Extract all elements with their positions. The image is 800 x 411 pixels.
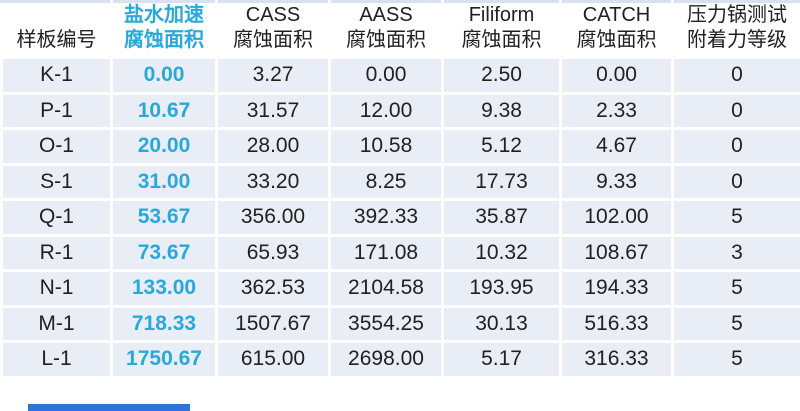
catch-area-cell: 316.33 [559,340,674,379]
adhesion-grade-cell: 0 [671,56,800,95]
header-line1: AASS [359,4,413,27]
cass-area-cell: 1507.67 [215,304,331,343]
sample-id-cell: Q-1 [0,198,113,237]
header-salt-spray-area: 盐水加速 腐蚀面积 [110,0,218,59]
table-row: K-1 0.00 3.27 0.00 2.50 0.00 0 [0,56,800,95]
table-row: O-1 20.00 28.00 10.58 5.12 4.67 0 [0,127,800,166]
sample-id-cell: R-1 [0,233,113,272]
salt-spray-area-cell: 718.33 [110,304,218,343]
cass-area-cell: 65.93 [215,233,331,272]
aass-area-cell: 8.25 [328,162,444,201]
cass-area-cell: 3.27 [215,56,331,95]
header-line2: 样板编号 [16,29,97,51]
header-filiform-area: Filiform 腐蚀面积 [441,0,562,59]
cass-area-cell: 356.00 [215,198,331,237]
header-line2: 腐蚀面积 [233,29,313,51]
header-line1: CATCH [582,4,651,27]
header-line2: 腐蚀面积 [124,29,204,51]
catch-area-cell: 108.67 [559,233,674,272]
filiform-area-cell: 10.32 [441,233,562,272]
cropped-next-row-bar [28,404,190,411]
header-line1: CASS [245,4,301,27]
catch-area-cell: 516.33 [559,304,674,343]
header-line1: Filiform [468,4,535,27]
adhesion-grade-cell: 0 [671,127,800,166]
filiform-area-cell: 9.38 [441,91,562,130]
cass-area-cell: 615.00 [215,340,331,379]
header-line1: 盐水加速 [124,4,204,27]
catch-area-cell: 4.67 [559,127,674,166]
aass-area-cell: 392.33 [328,198,444,237]
table-row: Q-1 53.67 356.00 392.33 35.87 102.00 5 [0,198,800,237]
adhesion-grade-cell: 5 [671,304,800,343]
salt-spray-area-cell: 53.67 [110,198,218,237]
header-line2: 腐蚀面积 [461,29,542,51]
header-line2: 附着力等级 [687,29,787,51]
salt-spray-area-cell: 31.00 [110,162,218,201]
header-catch-area: CATCH 腐蚀面积 [559,0,674,59]
header-sample-id: 样板编号 [0,0,113,59]
cass-area-cell: 362.53 [215,269,331,308]
salt-spray-area-cell: 73.67 [110,233,218,272]
table-row: M-1 718.33 1507.67 3554.25 30.13 516.33 … [0,304,800,343]
sample-id-cell: S-1 [0,162,113,201]
aass-area-cell: 171.08 [328,233,444,272]
sample-id-cell: L-1 [0,340,113,379]
catch-area-cell: 0.00 [559,56,674,95]
salt-spray-area-cell: 20.00 [110,127,218,166]
data-table: 样板编号 盐水加速 腐蚀面积 CASS 腐蚀面积 AASS 腐蚀面积 Filif… [0,0,800,379]
cass-area-cell: 33.20 [215,162,331,201]
adhesion-grade-cell: 5 [671,340,800,379]
adhesion-grade-cell: 0 [671,162,800,201]
catch-area-cell: 9.33 [559,162,674,201]
aass-area-cell: 10.58 [328,127,444,166]
filiform-area-cell: 2.50 [441,56,562,95]
sample-id-cell: P-1 [0,91,113,130]
header-cass-area: CASS 腐蚀面积 [215,0,331,59]
salt-spray-area-cell: 1750.67 [110,340,218,379]
adhesion-grade-cell: 0 [671,91,800,130]
aass-area-cell: 2698.00 [328,340,444,379]
filiform-area-cell: 30.13 [441,304,562,343]
filiform-area-cell: 17.73 [441,162,562,201]
filiform-area-cell: 5.12 [441,127,562,166]
catch-area-cell: 102.00 [559,198,674,237]
header-line2: 腐蚀面积 [346,29,426,51]
sample-id-cell: N-1 [0,269,113,308]
sample-id-cell: O-1 [0,127,113,166]
table-row: S-1 31.00 33.20 8.25 17.73 9.33 0 [0,162,800,201]
header-aass-area: AASS 腐蚀面积 [328,0,444,59]
aass-area-cell: 0.00 [328,56,444,95]
sample-id-cell: K-1 [0,56,113,95]
header-line1: 压力锅测试 [687,4,787,27]
salt-spray-area-cell: 0.00 [110,56,218,95]
header-adhesion-grade: 压力锅测试 附着力等级 [671,0,800,59]
filiform-area-cell: 35.87 [441,198,562,237]
cass-area-cell: 31.57 [215,91,331,130]
adhesion-grade-cell: 3 [671,233,800,272]
table-row: R-1 73.67 65.93 171.08 10.32 108.67 3 [0,233,800,272]
cass-area-cell: 28.00 [215,127,331,166]
filiform-area-cell: 193.95 [441,269,562,308]
aass-area-cell: 2104.58 [328,269,444,308]
table-row: N-1 133.00 362.53 2104.58 193.95 194.33 … [0,269,800,308]
sample-id-cell: M-1 [0,304,113,343]
salt-spray-area-cell: 133.00 [110,269,218,308]
table-row: L-1 1750.67 615.00 2698.00 5.17 316.33 5 [0,340,800,379]
table-row: P-1 10.67 31.57 12.00 9.38 2.33 0 [0,91,800,130]
adhesion-grade-cell: 5 [671,198,800,237]
salt-spray-area-cell: 10.67 [110,91,218,130]
aass-area-cell: 3554.25 [328,304,444,343]
header-line2: 腐蚀面积 [576,29,657,51]
catch-area-cell: 194.33 [559,269,674,308]
catch-area-cell: 2.33 [559,91,674,130]
header-row: 样板编号 盐水加速 腐蚀面积 CASS 腐蚀面积 AASS 腐蚀面积 Filif… [0,0,800,59]
filiform-area-cell: 5.17 [441,340,562,379]
aass-area-cell: 12.00 [328,91,444,130]
adhesion-grade-cell: 5 [671,269,800,308]
